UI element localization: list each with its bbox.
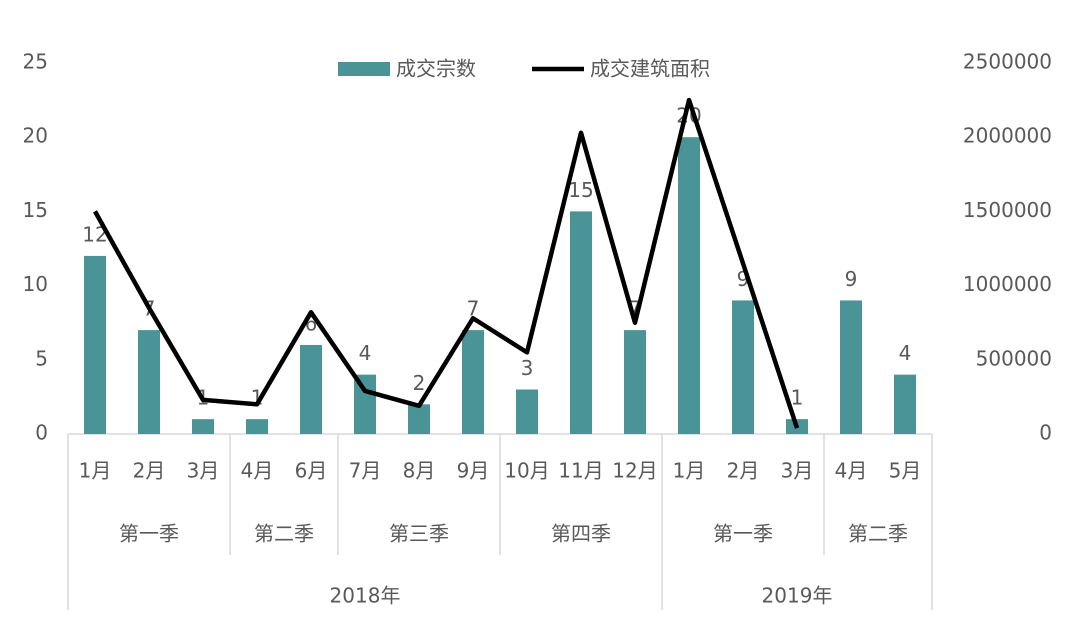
y2-tick-label: 1000000 <box>963 272 1052 296</box>
x-tick-label: 4月 <box>241 459 274 483</box>
y2-tick-label: 2500000 <box>963 50 1052 74</box>
x-tick-label: 3月 <box>781 459 814 483</box>
x-tick-label: 2月 <box>133 459 166 483</box>
quarter-label: 第二季 <box>848 522 908 546</box>
bar <box>570 211 592 434</box>
bar <box>354 374 376 434</box>
x-tick-label: 11月 <box>558 459 603 483</box>
year-label: 2019年 <box>762 584 833 608</box>
data-label: 3 <box>521 356 534 380</box>
bar <box>408 404 430 434</box>
y2-tick-label: 1500000 <box>963 198 1052 222</box>
legend-label: 成交宗数 <box>396 57 476 81</box>
line <box>93 97 800 429</box>
bar <box>246 419 268 434</box>
bar <box>894 374 916 434</box>
y2-tick-label: 0 <box>1039 421 1052 445</box>
y2-tick-label: 2000000 <box>963 124 1052 148</box>
bar <box>624 330 646 434</box>
bar <box>300 344 322 434</box>
quarter-label: 第四季 <box>551 522 611 546</box>
x-tick-label: 1月 <box>79 459 112 483</box>
year-label: 2018年 <box>330 584 401 608</box>
bar <box>732 300 754 434</box>
x-tick-label: 1月 <box>673 459 706 483</box>
bar <box>678 137 700 434</box>
quarter-label: 第三季 <box>389 522 449 546</box>
y-tick-label: 0 <box>35 421 48 445</box>
x-tick-label: 10月 <box>504 459 549 483</box>
x-tick-label: 2月 <box>727 459 760 483</box>
y-tick-label: 15 <box>23 198 48 222</box>
quarter-label: 第一季 <box>713 522 773 546</box>
legend-label: 成交建筑面积 <box>590 57 710 81</box>
x-tick-label: 5月 <box>889 459 922 483</box>
data-label: 2 <box>413 371 426 395</box>
data-label: 4 <box>899 341 912 365</box>
bar <box>840 300 862 434</box>
y-tick-label: 25 <box>23 50 48 74</box>
x-tick-label: 9月 <box>457 459 490 483</box>
x-tick-label: 12月 <box>612 459 657 483</box>
legend-swatch <box>338 62 390 76</box>
bar <box>192 419 214 434</box>
x-tick-label: 8月 <box>403 459 436 483</box>
data-label: 15 <box>568 178 593 202</box>
data-label: 4 <box>359 341 372 365</box>
y2-tick-label: 500000 <box>976 346 1052 370</box>
quarter-label: 第一季 <box>119 522 179 546</box>
data-label: 9 <box>845 267 858 291</box>
x-tick-label: 6月 <box>295 459 328 483</box>
x-tick-label: 3月 <box>187 459 220 483</box>
data-label: 1 <box>791 386 804 410</box>
data-label: 7 <box>467 297 480 321</box>
y-tick-label: 20 <box>23 124 48 148</box>
x-tick-label: 7月 <box>349 459 382 483</box>
bar <box>462 330 484 434</box>
quarter-label: 第二季 <box>254 522 314 546</box>
x-tick-label: 4月 <box>835 459 868 483</box>
bar <box>516 389 538 434</box>
y-tick-label: 10 <box>23 272 48 296</box>
bar <box>138 330 160 434</box>
bar <box>84 255 106 434</box>
y-tick-label: 5 <box>35 346 48 370</box>
